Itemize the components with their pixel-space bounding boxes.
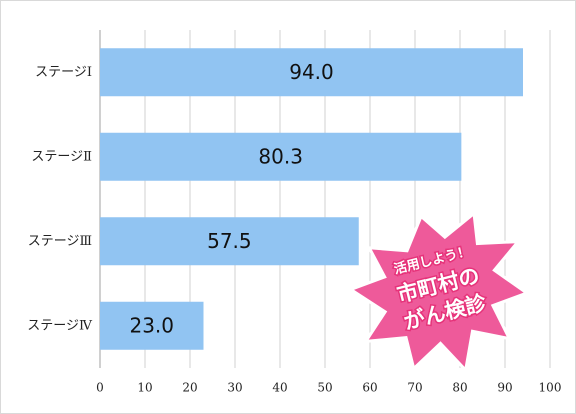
x-tick-label: 10 xyxy=(137,381,152,395)
y-tick-label: ステージⅣ xyxy=(27,318,93,333)
value-label: 80.3 xyxy=(258,144,303,168)
x-tick-label: 0 xyxy=(96,381,104,395)
y-tick-label: ステージⅠ xyxy=(35,65,92,80)
y-tick-label: ステージⅡ xyxy=(31,149,92,164)
x-tick-label: 80 xyxy=(452,381,467,395)
x-tick-label: 90 xyxy=(497,381,512,395)
y-tick-label: ステージⅢ xyxy=(28,234,92,249)
x-tick-label: 20 xyxy=(182,381,197,395)
x-tick-label: 100 xyxy=(539,381,562,395)
chart: 0 10 20 30 40 50 60 70 80 90 100 ステージⅠ 94.0 ステージⅡ 80.3… xyxy=(0,0,576,414)
x-tick-label: 50 xyxy=(317,381,332,395)
x-tick-label: 30 xyxy=(227,381,242,395)
x-tick-label: 70 xyxy=(407,381,422,395)
value-label: 94.0 xyxy=(289,60,334,84)
value-label: 57.5 xyxy=(207,229,252,253)
x-tick-label: 60 xyxy=(362,381,377,395)
value-label: 23.0 xyxy=(129,313,174,337)
x-tick-label: 40 xyxy=(272,381,287,395)
